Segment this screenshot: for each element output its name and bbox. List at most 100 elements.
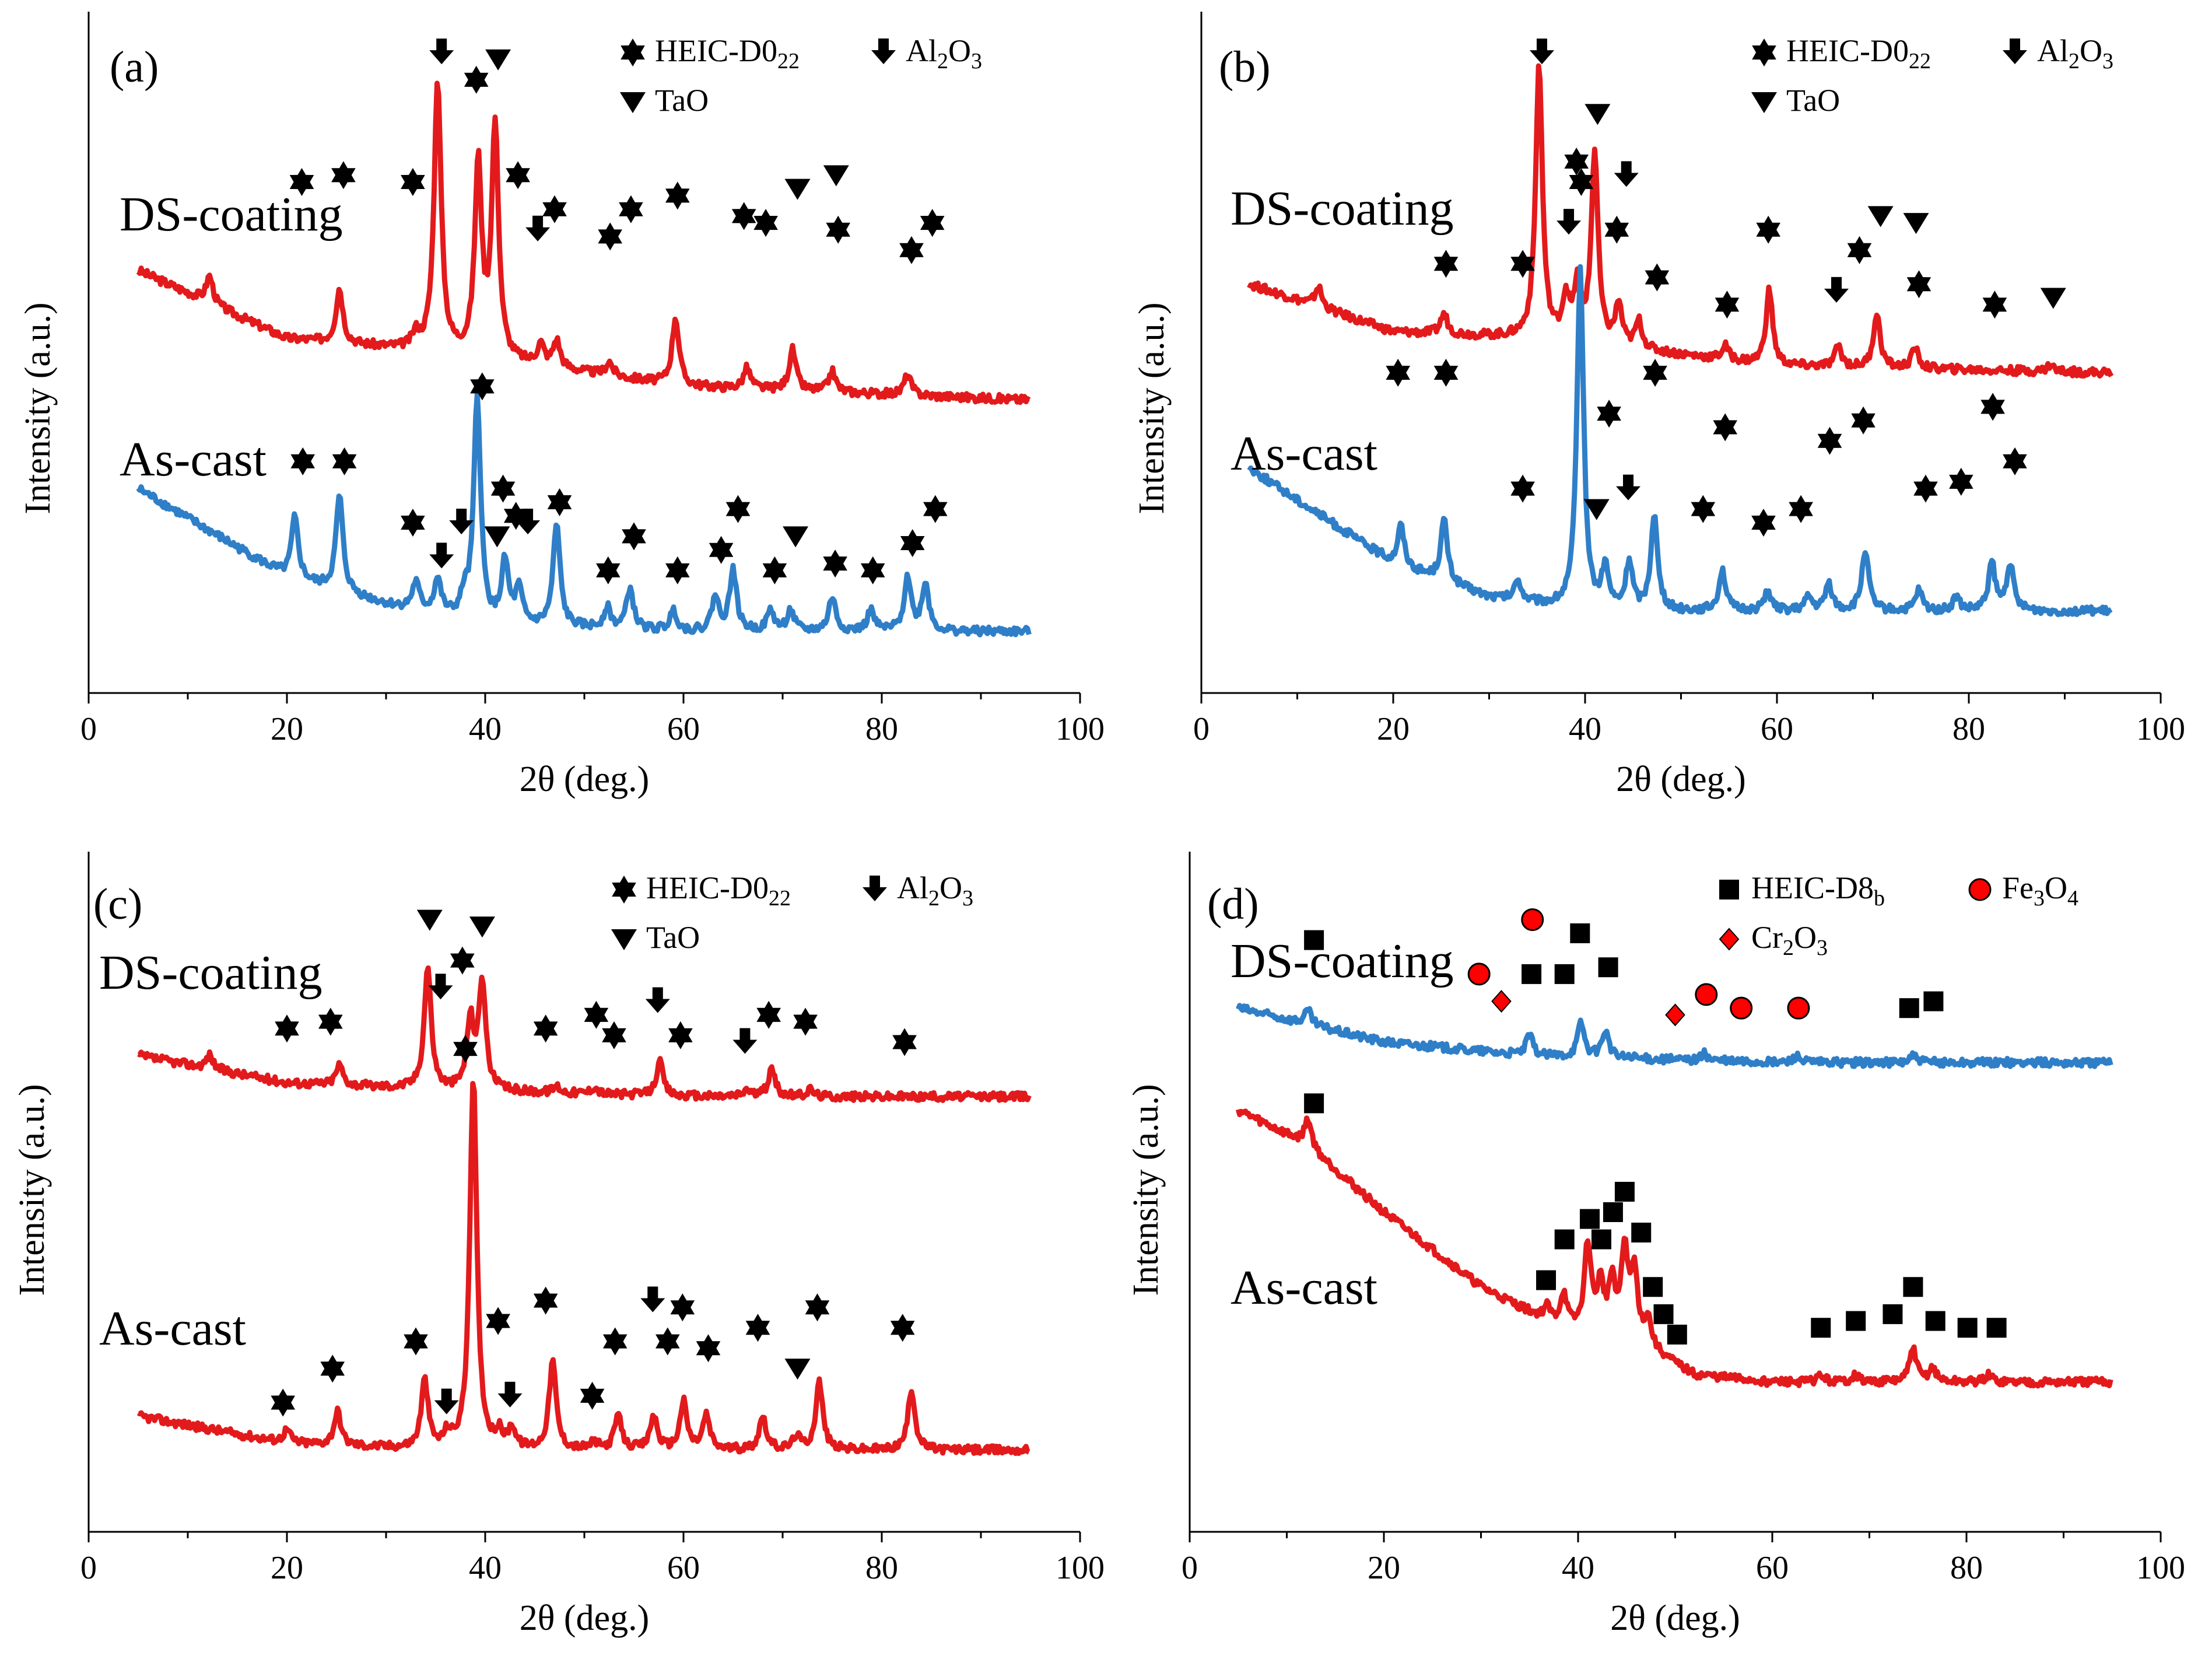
legend-circle-icon: [1968, 878, 1992, 901]
legend-label: TaO: [646, 920, 700, 955]
peak-marker-triangle-icon: [1867, 206, 1894, 228]
peak-marker-arrow-icon: [434, 1388, 459, 1415]
peak-marker-star-icon: [619, 195, 643, 223]
peak-marker-star-icon: [668, 1021, 693, 1049]
x-tick-label: 80: [865, 1550, 898, 1586]
peak-marker-square-icon: [1986, 1318, 2007, 1338]
legend-diamond-icon: [1719, 928, 1740, 951]
peak-marker-circle-icon: [1467, 963, 1491, 986]
legend-label: Al2O3: [2037, 33, 2113, 74]
legend-label-text: O: [2080, 33, 2102, 68]
legend-label-text: TaO: [1786, 83, 1840, 118]
peak-marker-star-icon: [596, 556, 621, 584]
peak-marker-star-icon: [1913, 474, 1938, 503]
peak-marker-star-icon: [696, 1334, 721, 1363]
y-axis-title: Intensity (a.u.): [1132, 302, 1172, 514]
legend-label-text: TaO: [646, 920, 700, 955]
legend-label: Cr2O3: [1751, 920, 1828, 960]
x-tick-label: 40: [1562, 1550, 1594, 1586]
peak-marker-star-icon: [542, 195, 567, 223]
chart-panel-4: 0 20 40 60 80 100 2θ (deg.) Intensity (a.u.) (d)…: [1126, 852, 2185, 1638]
legend-label: Fe3O4: [2002, 870, 2078, 911]
peak-marker-arrow-icon: [449, 509, 474, 534]
x-tick-label: 100: [1056, 1550, 1105, 1586]
legend-triangle-icon: [611, 929, 637, 950]
chart-panel-1: 0 20 40 60 80 100 2θ (deg.) Intensity (a.u.) (a)…: [18, 12, 1105, 799]
peak-marker-square-icon: [1304, 930, 1324, 950]
x-tick-label: 0: [1182, 1550, 1198, 1586]
peak-marker-diamond-icon: [1491, 990, 1512, 1013]
peak-marker-star-icon: [318, 1007, 343, 1036]
peak-marker-star-icon: [920, 209, 945, 237]
peak-marker-star-icon: [275, 1014, 299, 1043]
y-axis-title: Intensity (a.u.): [1126, 1084, 1166, 1296]
peak-marker-star-icon: [289, 168, 314, 196]
peak-marker-star-icon: [1715, 290, 1740, 319]
legend-label-subscript: 3: [2102, 49, 2113, 74]
x-tick-label: 0: [80, 711, 97, 747]
series-line-as-cast: [136, 391, 1032, 638]
peak-marker-square-icon: [1883, 1304, 1903, 1324]
peak-marker-star-icon: [533, 1286, 558, 1315]
x-tick-label: 20: [271, 711, 303, 747]
peak-marker-square-icon: [1522, 964, 1542, 984]
peak-marker-star-icon: [1691, 495, 1716, 523]
peak-marker-arrow-icon: [428, 974, 453, 1000]
legend-star-icon: [612, 876, 636, 904]
peak-marker-star-icon: [655, 1327, 680, 1356]
series-line-ds-coating: [1247, 63, 2114, 379]
peak-marker-star-icon: [1433, 250, 1459, 278]
peak-marker-star-icon: [745, 1314, 770, 1342]
legend-triangle-icon: [1751, 92, 1777, 113]
legend-label-text: TaO: [655, 83, 709, 118]
series-label-as-cast: As-cast: [120, 432, 267, 487]
legend-label: TaO: [655, 83, 709, 118]
peak-marker-star-icon: [1386, 359, 1410, 387]
legend-label: HEIC-D022: [1786, 33, 1931, 74]
series-label-ds-coating: DS-coating: [99, 946, 322, 1000]
series-line-ds-coating: [136, 80, 1031, 405]
legend-label-text: Al: [906, 33, 937, 68]
peak-marker-square-icon: [1957, 1318, 1978, 1338]
series-label-ds-coating: DS-coating: [1231, 934, 1454, 988]
legend-label-text: HEIC-D0: [655, 33, 777, 68]
peak-marker-star-icon: [1982, 290, 2007, 319]
peak-marker-star-icon: [900, 529, 925, 557]
chart-panel-3: 0 20 40 60 80 100 2θ (deg.) Intensity (a.u.) (c)…: [12, 852, 1105, 1638]
peak-marker-triangle-icon: [484, 526, 510, 548]
legend-label: HEIC-D022: [655, 33, 800, 74]
series-label-as-cast: As-cast: [1231, 426, 1377, 481]
legend-label-subscript: 2: [2069, 49, 2080, 74]
peak-marker-star-icon: [533, 1014, 558, 1043]
peak-marker-star-icon: [1510, 250, 1535, 278]
legend-label-subscript: 2: [1783, 936, 1794, 960]
peak-marker-arrow-icon: [429, 542, 454, 569]
legend-label-text: O: [948, 33, 971, 68]
x-tick-label: 80: [1952, 711, 1985, 747]
legend-label-subscript: 4: [2067, 886, 2078, 911]
legend-label-subscript: 3: [971, 49, 982, 74]
peak-marker-star-icon: [1645, 263, 1670, 292]
peak-marker-star-icon: [1980, 393, 2005, 421]
legend-label-text: Al: [2037, 33, 2069, 68]
peak-marker-star-icon: [464, 65, 489, 94]
peak-marker-square-icon: [1598, 957, 1618, 978]
peak-marker-star-icon: [1510, 474, 1535, 503]
peak-marker-star-icon: [584, 1000, 609, 1029]
series-line-ds-coating: [137, 965, 1032, 1103]
x-tick-label: 80: [1950, 1550, 1983, 1586]
panel-label: (d): [1207, 880, 1259, 929]
peak-marker-star-icon: [401, 509, 425, 537]
peak-marker-star-icon: [756, 1000, 781, 1029]
legend-label-text: Al: [897, 870, 928, 905]
x-tick-label: 80: [865, 711, 898, 747]
peak-marker-triangle-icon: [416, 909, 443, 931]
peak-marker-star-icon: [470, 372, 495, 401]
peak-marker-star-icon: [1569, 168, 1594, 196]
y-axis-title: Intensity (a.u.): [18, 302, 58, 514]
peak-marker-star-icon: [547, 488, 572, 516]
peak-marker-star-icon: [1817, 426, 1842, 455]
x-tick-label: 60: [667, 1550, 700, 1586]
peak-marker-star-icon: [486, 1307, 510, 1335]
